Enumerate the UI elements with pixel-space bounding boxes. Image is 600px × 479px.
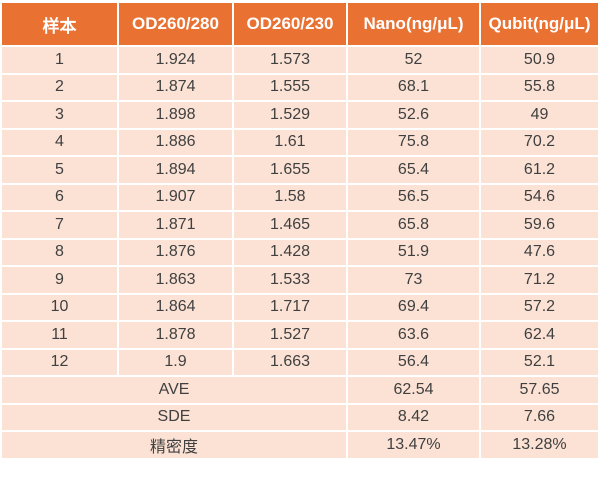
- header-row: 样本 OD260/280 OD260/230 Nano(ng/μL) Qubit(ng/…: [2, 3, 598, 47]
- value-cell: 1.58: [233, 183, 348, 212]
- summary-qubit-cell: 13.28%: [480, 431, 598, 458]
- value-cell: 1.863: [118, 266, 234, 295]
- value-cell: 54.6: [480, 183, 598, 212]
- value-cell: 1.878: [118, 321, 234, 350]
- value-cell: 49: [480, 101, 598, 130]
- table-row: 4 1.886 1.61 75.8 70.2: [2, 128, 598, 157]
- value-cell: 1.876: [118, 238, 234, 267]
- sample-id-cell: 4: [2, 128, 119, 157]
- value-cell: 50.9: [480, 46, 598, 75]
- value-cell: 1.529: [233, 101, 348, 130]
- value-cell: 61.2: [480, 156, 598, 185]
- value-cell: 47.6: [480, 238, 598, 267]
- table-body: 1 1.924 1.573 52 50.9 2 1.874 1.555 68.1 55.8 3 1.8…: [2, 46, 598, 458]
- value-cell: 63.6: [347, 321, 481, 350]
- value-cell: 1.655: [233, 156, 348, 185]
- value-cell: 1.864: [118, 293, 234, 322]
- summary-qubit-cell: 57.65: [480, 376, 598, 405]
- value-cell: 1.663: [233, 348, 348, 377]
- value-cell: 65.4: [347, 156, 481, 185]
- summary-row: 精密度 13.47% 13.28%: [2, 431, 598, 458]
- column-header-3: Nano(ng/μL): [347, 3, 481, 47]
- value-cell: 1.428: [233, 238, 348, 267]
- value-cell: 52: [347, 46, 481, 75]
- value-cell: 1.907: [118, 183, 234, 212]
- value-cell: 71.2: [480, 266, 598, 295]
- value-cell: 56.5: [347, 183, 481, 212]
- table-row: 9 1.863 1.533 73 71.2: [2, 266, 598, 295]
- sample-id-cell: 1: [2, 46, 119, 75]
- sample-id-cell: 6: [2, 183, 119, 212]
- sample-id-cell: 7: [2, 211, 119, 240]
- value-cell: 65.8: [347, 211, 481, 240]
- summary-qubit-cell: 7.66: [480, 403, 598, 432]
- table-row: 8 1.876 1.428 51.9 47.6: [2, 238, 598, 267]
- value-cell: 75.8: [347, 128, 481, 157]
- summary-nano-cell: 62.54: [347, 376, 481, 405]
- value-cell: 1.898: [118, 101, 234, 130]
- sample-id-cell: 11: [2, 321, 119, 350]
- column-header-4: Qubit(ng/μL): [480, 3, 598, 47]
- value-cell: 52.1: [480, 348, 598, 377]
- value-cell: 1.573: [233, 46, 348, 75]
- value-cell: 69.4: [347, 293, 481, 322]
- summary-label-cell: 精密度: [2, 431, 348, 458]
- sample-id-cell: 8: [2, 238, 119, 267]
- summary-nano-cell: 13.47%: [347, 431, 481, 458]
- column-header-2: OD260/230: [233, 3, 348, 47]
- sample-id-cell: 2: [2, 73, 119, 102]
- summary-label-cell: AVE: [2, 376, 348, 405]
- value-cell: 51.9: [347, 238, 481, 267]
- value-cell: 1.894: [118, 156, 234, 185]
- sample-id-cell: 3: [2, 101, 119, 130]
- value-cell: 55.8: [480, 73, 598, 102]
- value-cell: 1.871: [118, 211, 234, 240]
- value-cell: 62.4: [480, 321, 598, 350]
- value-cell: 70.2: [480, 128, 598, 157]
- table-row: 5 1.894 1.655 65.4 61.2: [2, 156, 598, 185]
- value-cell: 57.2: [480, 293, 598, 322]
- table-row: 11 1.878 1.527 63.6 62.4: [2, 321, 598, 350]
- value-cell: 1.9: [118, 348, 234, 377]
- table-row: 12 1.9 1.663 56.4 52.1: [2, 348, 598, 377]
- value-cell: 1.886: [118, 128, 234, 157]
- value-cell: 1.924: [118, 46, 234, 75]
- value-cell: 73: [347, 266, 481, 295]
- summary-label-cell: SDE: [2, 403, 348, 432]
- sample-qc-table: 样本 OD260/280 OD260/230 Nano(ng/μL) Qubit(ng/…: [2, 3, 598, 458]
- sample-id-cell: 5: [2, 156, 119, 185]
- sample-id-cell: 10: [2, 293, 119, 322]
- column-header-0: 样本: [2, 3, 119, 47]
- column-header-1: OD260/280: [118, 3, 234, 47]
- value-cell: 1.533: [233, 266, 348, 295]
- table-row: 1 1.924 1.573 52 50.9: [2, 46, 598, 75]
- sample-id-cell: 12: [2, 348, 119, 377]
- summary-row: SDE 8.42 7.66: [2, 403, 598, 432]
- sample-id-cell: 9: [2, 266, 119, 295]
- value-cell: 1.555: [233, 73, 348, 102]
- table-row: 7 1.871 1.465 65.8 59.6: [2, 211, 598, 240]
- value-cell: 1.465: [233, 211, 348, 240]
- value-cell: 68.1: [347, 73, 481, 102]
- value-cell: 52.6: [347, 101, 481, 130]
- table-row: 10 1.864 1.717 69.4 57.2: [2, 293, 598, 322]
- value-cell: 56.4: [347, 348, 481, 377]
- value-cell: 1.61: [233, 128, 348, 157]
- table-row: 3 1.898 1.529 52.6 49: [2, 101, 598, 130]
- value-cell: 1.527: [233, 321, 348, 350]
- table-row: 2 1.874 1.555 68.1 55.8: [2, 73, 598, 102]
- summary-nano-cell: 8.42: [347, 403, 481, 432]
- table-row: 6 1.907 1.58 56.5 54.6: [2, 183, 598, 212]
- value-cell: 59.6: [480, 211, 598, 240]
- table-header: 样本 OD260/280 OD260/230 Nano(ng/μL) Qubit(ng/…: [2, 3, 598, 47]
- value-cell: 1.874: [118, 73, 234, 102]
- value-cell: 1.717: [233, 293, 348, 322]
- summary-row: AVE 62.54 57.65: [2, 376, 598, 405]
